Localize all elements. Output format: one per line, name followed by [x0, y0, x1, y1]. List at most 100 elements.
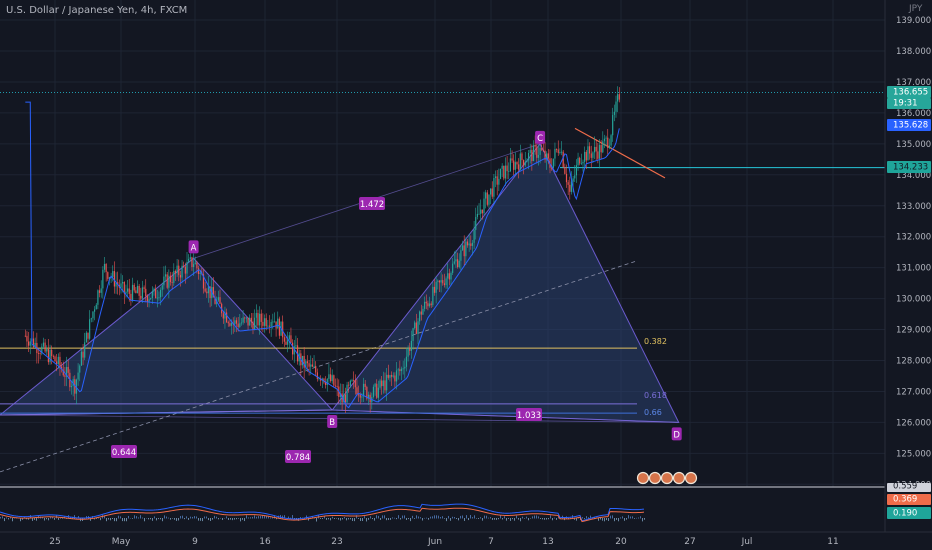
event-marker-icon[interactable] — [684, 471, 698, 485]
ratio-label-xd-text: 0.784 — [286, 453, 310, 463]
oscillator-bar — [252, 516, 253, 519]
trendline-resistance[interactable] — [574, 127, 666, 179]
oscillator-bar — [214, 515, 215, 519]
candle-body — [107, 272, 109, 279]
point-d-label[interactable]: D — [671, 427, 682, 441]
oscillator-bar — [274, 515, 275, 519]
candle-body — [585, 151, 587, 161]
candle-body — [193, 264, 195, 268]
candle-body — [277, 318, 279, 329]
oscillator-bar — [456, 518, 457, 520]
ratio-label-xd[interactable]: 0.784 — [285, 450, 311, 463]
candle-body — [419, 311, 421, 322]
event-marker-icon[interactable] — [648, 471, 662, 485]
oscillator-bar — [200, 518, 201, 521]
candle-body — [447, 273, 449, 279]
candle-body — [168, 275, 170, 288]
point-a-label-bg — [188, 240, 199, 254]
candle-body — [64, 375, 66, 377]
oscillator-bar — [420, 517, 421, 519]
candle-body — [26, 335, 28, 342]
oscillator-bar — [522, 516, 523, 519]
oscillator-bar — [576, 518, 577, 521]
candle-body — [41, 346, 43, 354]
candle-body — [70, 385, 73, 388]
candle-body — [37, 353, 40, 354]
oscillator-bar — [374, 518, 375, 521]
oscillator-bar — [118, 515, 119, 519]
candle-body — [424, 301, 426, 309]
price-tick: 136.000 — [896, 109, 931, 119]
candle-body — [348, 384, 350, 386]
candle-body — [450, 272, 452, 280]
point-c-label[interactable]: C — [535, 130, 546, 144]
candle-body — [532, 145, 535, 162]
candle-body — [488, 194, 490, 205]
point-a-label[interactable]: A — [188, 240, 199, 254]
countdown-badge-bg — [887, 98, 931, 109]
event-marker-icon[interactable] — [660, 471, 674, 485]
candle-body — [498, 178, 500, 185]
candle-body — [343, 394, 345, 403]
oscillator-bar — [452, 516, 453, 519]
candle-body — [349, 380, 351, 386]
point-b-label[interactable]: B — [327, 415, 338, 429]
horizontal-levels[interactable]: 0.382 0.618 0.66 — [0, 92, 885, 417]
candle-body — [141, 287, 144, 299]
oscillator-bar — [638, 517, 639, 519]
last-price-badge-bg — [887, 86, 931, 98]
oscillator-bar — [514, 518, 515, 521]
oscillator-bar — [292, 515, 293, 519]
candle-body — [209, 286, 211, 299]
candle-body — [471, 242, 474, 246]
oscillator-bar — [620, 517, 621, 519]
ratio-label-ac[interactable]: 1.472 — [359, 197, 385, 210]
ratio-label-xb[interactable]: 0.644 — [111, 445, 137, 458]
candle-body — [29, 341, 31, 346]
candle-body — [151, 291, 153, 299]
oscillator-bar — [150, 518, 151, 520]
candle-body — [169, 275, 172, 283]
oscillator-bar — [586, 516, 587, 519]
harmonic-pattern[interactable] — [0, 142, 680, 473]
ratio-label-bd[interactable]: 1.033 — [516, 408, 542, 421]
event-marker-icon[interactable] — [636, 471, 650, 485]
oscillator-bar — [58, 518, 59, 520]
oscillator-badge-2-text: 0.369 — [893, 495, 917, 505]
candle-body — [84, 342, 86, 358]
candle-body — [265, 318, 267, 327]
candle-body — [577, 157, 579, 166]
candle-body — [325, 382, 327, 385]
pattern-overlays[interactable]: A B C D 1.472 0.644 0.784 1.033 — [111, 130, 698, 485]
candle-body — [122, 282, 124, 284]
candle-body — [592, 152, 594, 158]
candle-body — [534, 145, 536, 147]
candle-body — [244, 317, 246, 319]
oscillator-bar — [446, 518, 447, 522]
event-marker-icon[interactable] — [672, 471, 686, 485]
candle-body — [582, 161, 584, 164]
oscillator-bar — [464, 518, 465, 521]
candle-body — [552, 158, 554, 169]
oscillator-bar — [360, 518, 361, 521]
candle-body — [272, 321, 274, 323]
oscillator-bar — [370, 516, 371, 519]
oscillator-bar — [288, 516, 289, 519]
candle-body — [163, 276, 165, 286]
last-price-badge-text: 136.655 — [893, 88, 928, 98]
oscillator-bar — [130, 517, 131, 519]
candle-body — [480, 209, 482, 214]
time-tick: 11 — [827, 537, 838, 547]
oscillator-bar — [312, 516, 313, 519]
oscillator-bar — [54, 518, 55, 520]
oscillator-bar — [106, 518, 107, 522]
oscillator-bar — [450, 518, 451, 521]
oscillator-bar — [42, 516, 43, 519]
candle-body — [171, 282, 173, 283]
candle-body — [158, 297, 160, 299]
candle-body — [595, 146, 597, 152]
oscillator-bar — [110, 518, 111, 521]
candle-body — [136, 285, 139, 294]
oscillator-bar — [554, 517, 555, 519]
